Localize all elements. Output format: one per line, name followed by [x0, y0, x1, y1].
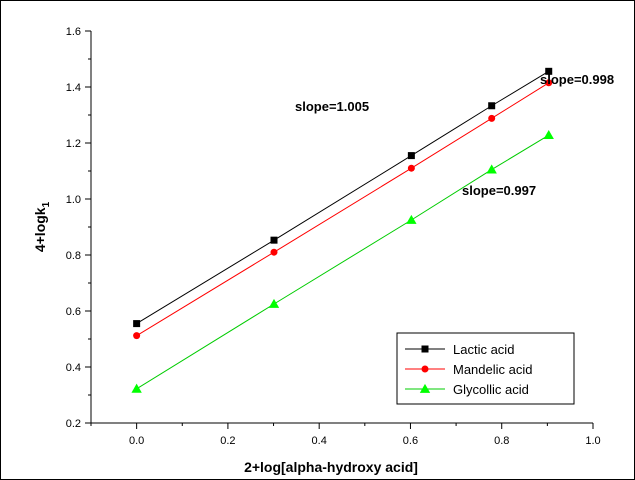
data-point-lactic-acid	[133, 320, 141, 328]
y-tick-label: 1.4	[66, 82, 81, 94]
data-point-mandelic-acid	[407, 164, 415, 172]
legend-label-mandelic-acid: Mandelic acid	[453, 362, 533, 377]
legend-item-lactic-acid: Lactic acid	[405, 342, 514, 357]
axes: 0.2 0.4 0.6 0.8 1.0 1.2 1.4 1.6 0.0 0.2 0.4 0.6 0.8 1…	[66, 26, 601, 447]
series-glycollic-acid	[131, 129, 554, 393]
legend-item-glycollic-acid: Glycollic acid	[405, 382, 529, 397]
legend-label-glycollic-acid: Glycollic acid	[453, 382, 529, 397]
data-point-lactic-acid	[407, 152, 415, 160]
data-point-mandelic-acid	[488, 114, 496, 122]
legend-item-mandelic-acid: Mandelic acid	[405, 362, 533, 377]
data-point-glycollic-acid	[486, 164, 497, 174]
x-tick-label: 0.0	[129, 435, 144, 447]
x-tick-label: 0.4	[312, 435, 327, 447]
annotation-slope-mandelic: slope=0.998	[540, 72, 614, 87]
series-mandelic-acid	[133, 79, 553, 340]
data-point-glycollic-acid	[131, 383, 142, 393]
data-point-mandelic-acid	[270, 248, 278, 256]
x-tick-label: 0.8	[494, 435, 509, 447]
data-point-mandelic-acid	[545, 79, 553, 87]
y-axis-title-main: 4+logk	[32, 207, 48, 252]
legend-marker-lactic-acid	[421, 345, 429, 353]
annotation-slope-glycollic: slope=0.997	[462, 183, 536, 198]
data-point-lactic-acid	[545, 67, 553, 75]
legend-marker-mandelic-acid	[421, 365, 429, 373]
x-axis-title: 2+log[alpha-hydroxy acid]	[244, 459, 418, 475]
legend-label-lactic-acid: Lactic acid	[453, 342, 514, 357]
y-tick-label: 1.2	[66, 138, 81, 150]
y-tick-label: 0.6	[66, 306, 81, 318]
y-tick-label: 0.8	[66, 250, 81, 262]
data-point-mandelic-acid	[133, 332, 141, 340]
data-point-glycollic-acid	[268, 298, 280, 308]
legend-marker-glycollic-acid	[419, 383, 431, 393]
series-layer	[131, 67, 554, 393]
data-point-glycollic-acid	[543, 129, 554, 140]
x-tick-label: 0.6	[403, 435, 418, 447]
data-point-glycollic-acid	[406, 214, 417, 224]
y-tick-label: 1.6	[66, 26, 81, 38]
y-axis-title-subscript: 1	[41, 201, 52, 207]
annotation-slope-lactic: slope=1.005	[295, 99, 369, 114]
y-tick-label: 0.4	[66, 362, 81, 374]
legend: Lactic acid Mandelic acid Glycollic acid	[396, 332, 575, 405]
x-tick-label: 0.2	[220, 435, 235, 447]
series-line-mandelic-acid	[136, 82, 549, 337]
y-axis-title: 4+logk1	[32, 201, 52, 252]
series-lactic-acid	[133, 67, 553, 328]
x-tick-label: 1.0	[585, 435, 600, 447]
y-tick-label: 1.0	[66, 194, 81, 206]
data-point-lactic-acid	[270, 236, 278, 244]
y-tick-label: 0.2	[66, 418, 81, 430]
annotations: slope=1.005 slope=0.998 slope=0.997	[295, 72, 614, 198]
data-point-lactic-acid	[488, 102, 496, 110]
